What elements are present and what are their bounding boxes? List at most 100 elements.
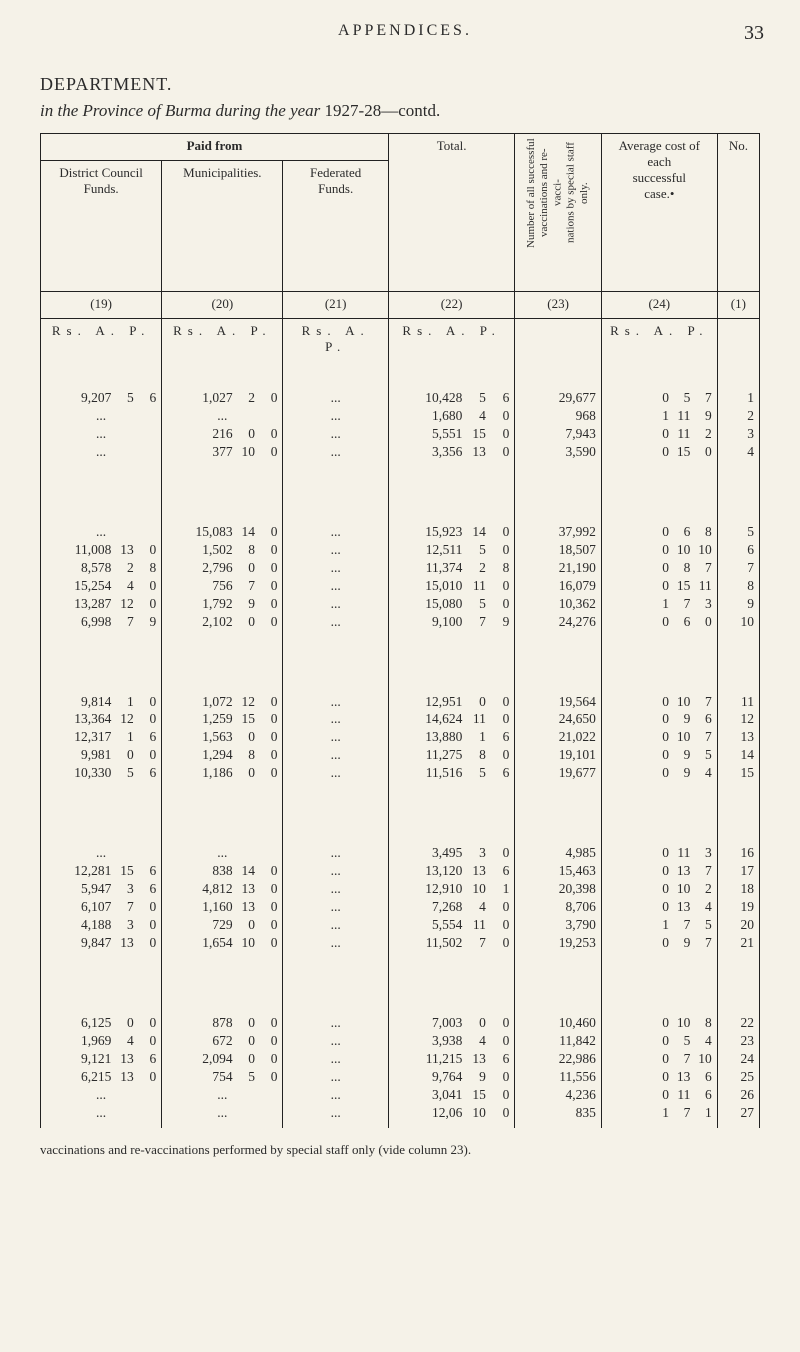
table-row: 0116: [606, 1086, 713, 1104]
unit-22: Rs. A. P.: [388, 319, 515, 362]
table-row: ...: [45, 1086, 157, 1104]
table-row: 12,281156: [45, 862, 157, 880]
colnum-19: (19): [41, 292, 162, 319]
group-gap: [287, 461, 383, 523]
top-pad: [519, 365, 596, 389]
paid-from-row: Paid from Total. Number of all successfu…: [41, 134, 760, 161]
table-row: 1,29480: [166, 746, 278, 764]
table-row: 9,98100: [45, 746, 157, 764]
table-row: ...: [287, 1050, 383, 1068]
col-23-head: Number of all successfulvaccinations and…: [515, 134, 601, 292]
cell-1: 1234 5678910 1112131415 161718192021 222…: [717, 361, 759, 1128]
table-row: 14: [722, 746, 755, 764]
table-row: 173: [606, 595, 713, 613]
table-row: 094: [606, 764, 713, 782]
table-row: 377100: [166, 443, 278, 461]
table-row: 1,654100: [166, 934, 278, 952]
group-gap: [606, 952, 713, 1014]
table-row: 3,49530: [393, 844, 511, 862]
table-row: ...: [287, 541, 383, 559]
table-row: ...: [45, 523, 157, 541]
unit-24: Rs. A. P.: [601, 319, 717, 362]
subtitle-prefix: in the Province of Burma during the year: [40, 101, 325, 120]
table-row: 12,06100: [393, 1104, 511, 1122]
group-gap: [393, 782, 511, 844]
group-gap: [166, 461, 278, 523]
table-row: 13,120136: [393, 862, 511, 880]
table-row: 9,847130: [45, 934, 157, 952]
table-row: 0134: [606, 898, 713, 916]
table-row: 19,677: [519, 764, 596, 782]
table-row: ...: [287, 880, 383, 898]
table-row: 01010: [606, 541, 713, 559]
table-row: ...: [166, 844, 278, 862]
table-row: 15,08050: [393, 595, 511, 613]
table-row: ...: [287, 916, 383, 934]
table-row: 24: [722, 1050, 755, 1068]
table-row: 12: [722, 710, 755, 728]
table-row: 10,362: [519, 595, 596, 613]
colnum-20: (20): [162, 292, 283, 319]
table-row: 18,507: [519, 541, 596, 559]
unit-19: Rs. A. P.: [41, 319, 162, 362]
table-row: 3,590: [519, 443, 596, 461]
group-gap: [519, 782, 596, 844]
table-row: 1,18600: [166, 764, 278, 782]
table-row: 3,041150: [393, 1086, 511, 1104]
table-row: 67200: [166, 1032, 278, 1050]
colnum-23: (23): [515, 292, 601, 319]
table-row: 2,09400: [166, 1050, 278, 1068]
cell-20: 1,02720...21600377100 15,0831401,502802,…: [162, 361, 283, 1128]
table-row: 0102: [606, 880, 713, 898]
table-row: ...: [287, 934, 383, 952]
table-row: 4,812130: [166, 880, 278, 898]
top-pad: [722, 365, 755, 389]
table-row: 095: [606, 746, 713, 764]
table-row: ...: [287, 1014, 383, 1032]
table-row: ...: [45, 844, 157, 862]
col-24-head: Average cost ofeachsuccessfulcase.•: [601, 134, 717, 292]
col-23-vertical-label: Number of all successfulvaccinations and…: [525, 138, 591, 248]
table-row: 13,287120: [45, 595, 157, 613]
table-row: 175: [606, 916, 713, 934]
table-row: 19: [722, 898, 755, 916]
table-row: 054: [606, 1032, 713, 1050]
table-row: 19,253: [519, 934, 596, 952]
cell-22: 10,428561,680405,5511503,356130 15,92314…: [388, 361, 515, 1128]
table-row: 7,943: [519, 425, 596, 443]
table-row: 096: [606, 710, 713, 728]
table-row: 11,008130: [45, 541, 157, 559]
table-row: 5,94736: [45, 880, 157, 898]
top-pad: [166, 365, 278, 389]
table-row: ...: [287, 898, 383, 916]
table-row: ...: [287, 523, 383, 541]
col-19-head: District CouncilFunds.: [41, 161, 162, 292]
table-row: 6: [722, 541, 755, 559]
table-row: 29,677: [519, 389, 596, 407]
data-body-row: 9,20756......... ...11,0081308,5782815,2…: [41, 361, 760, 1128]
table-row: 8,57828: [45, 559, 157, 577]
table-row: 0710: [606, 1050, 713, 1068]
table-row: 75670: [166, 577, 278, 595]
table-row: 4: [722, 443, 755, 461]
table-row: 13,88016: [393, 728, 511, 746]
data-table: Paid from Total. Number of all successfu…: [40, 133, 760, 1128]
table-row: 0108: [606, 1014, 713, 1032]
table-row: 7,26840: [393, 898, 511, 916]
table-row: 1,02720: [166, 389, 278, 407]
table-row: 0150: [606, 443, 713, 461]
table-row: 19,564: [519, 693, 596, 711]
table-row: 15,083140: [166, 523, 278, 541]
table-row: 4,985: [519, 844, 596, 862]
running-head: APPENDICES.: [40, 22, 770, 40]
table-row: ...: [45, 425, 157, 443]
cell-19: 9,20756......... ...11,0081308,5782815,2…: [41, 361, 162, 1128]
table-row: 14,624110: [393, 710, 511, 728]
group-gap: [519, 461, 596, 523]
group-gap: [722, 461, 755, 523]
table-row: 21,190: [519, 559, 596, 577]
table-row: ...: [287, 425, 383, 443]
table-row: 27: [722, 1104, 755, 1122]
table-row: 060: [606, 613, 713, 631]
table-row: 11,215136: [393, 1050, 511, 1068]
